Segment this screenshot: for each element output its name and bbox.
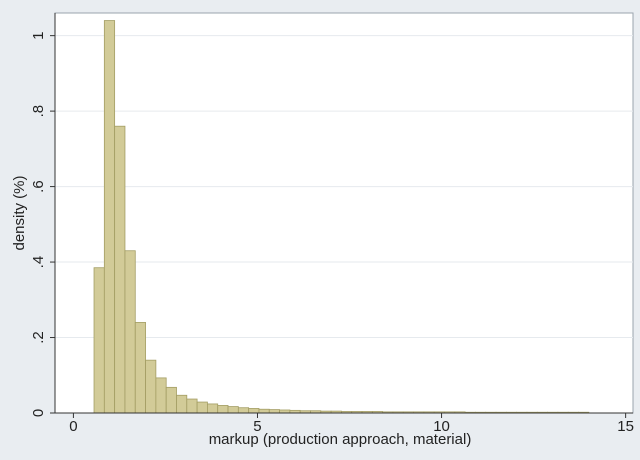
y-tick-label: .2 — [30, 331, 47, 344]
y-tick-label: 0 — [30, 409, 47, 417]
histogram-bar — [217, 405, 229, 414]
histogram-bar — [258, 408, 270, 414]
y-tick-label: .4 — [30, 256, 47, 269]
histogram-bar — [248, 408, 260, 414]
histogram-bar — [103, 20, 116, 414]
histogram-bar — [134, 322, 146, 414]
histogram-bar — [165, 386, 177, 414]
x-tick-label: 15 — [617, 418, 634, 435]
histogram-bar — [227, 406, 239, 414]
y-axis-title: density (%) — [11, 175, 28, 250]
histogram-bar — [196, 401, 208, 414]
histogram-bar — [176, 394, 188, 414]
histogram-bar — [268, 409, 280, 414]
histogram-bar — [145, 359, 157, 414]
histogram-bar — [155, 377, 167, 414]
y-tick-label: .6 — [30, 180, 47, 193]
histogram-bar — [207, 403, 219, 414]
y-tick-label: .8 — [30, 105, 47, 118]
histogram-bar — [237, 407, 250, 414]
histogram-bar — [93, 267, 105, 414]
histogram-bar — [124, 250, 136, 414]
x-axis-title: markup (production approach, material) — [209, 431, 472, 448]
x-tick-label: 0 — [69, 418, 77, 435]
x-tick-label: 5 — [253, 418, 261, 435]
gridlines — [55, 35, 633, 339]
y-tick-label: 1 — [30, 31, 47, 39]
histogram-bar — [186, 398, 198, 414]
plot-area — [54, 12, 634, 414]
axes: 0 5 10 15 0 .2 .4 .6 .8 1 — [30, 13, 634, 435]
x-tick-label: 10 — [433, 418, 450, 435]
histogram-bar — [114, 125, 126, 414]
